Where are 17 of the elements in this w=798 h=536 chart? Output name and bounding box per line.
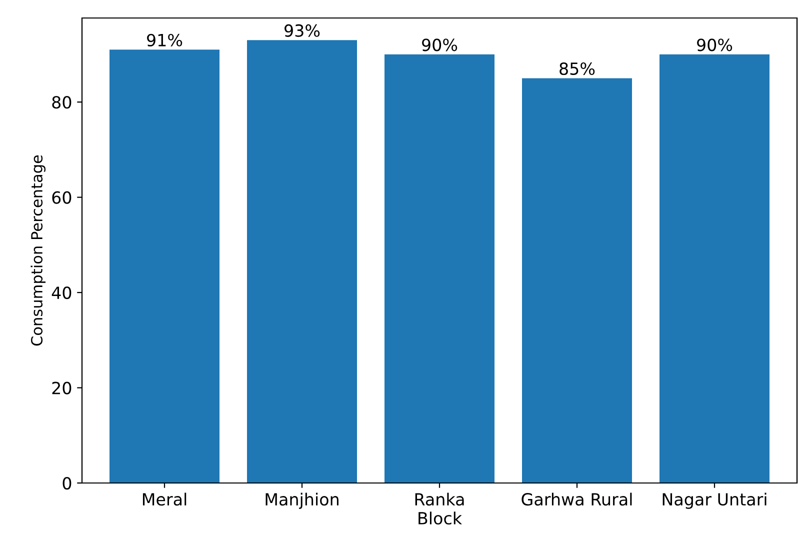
data-label: 85% (560, 62, 595, 76)
y-tick-label: 80 (52, 96, 72, 109)
y-axis-title: Consumption Percentage (30, 155, 46, 346)
x-tick-label: Ranka (415, 492, 464, 506)
y-tick-label: 40 (52, 286, 72, 300)
x-tick-label: Meral (142, 492, 186, 506)
y-tick-label: 60 (52, 191, 72, 204)
x-tick-label: Garhwa Rural (522, 492, 632, 506)
data-label: 91% (147, 34, 182, 46)
y-tick-label: 20 (52, 382, 72, 394)
data-label: 90% (697, 38, 732, 52)
x-tick-label: Nagar Untari (662, 492, 766, 509)
data-label: 90% (422, 38, 458, 52)
y-tick-label: 0 (62, 476, 72, 490)
x-tick-label: Manjhion (266, 492, 338, 509)
data-label: 93% (284, 24, 320, 37)
x-axis-title: Block (418, 512, 462, 525)
